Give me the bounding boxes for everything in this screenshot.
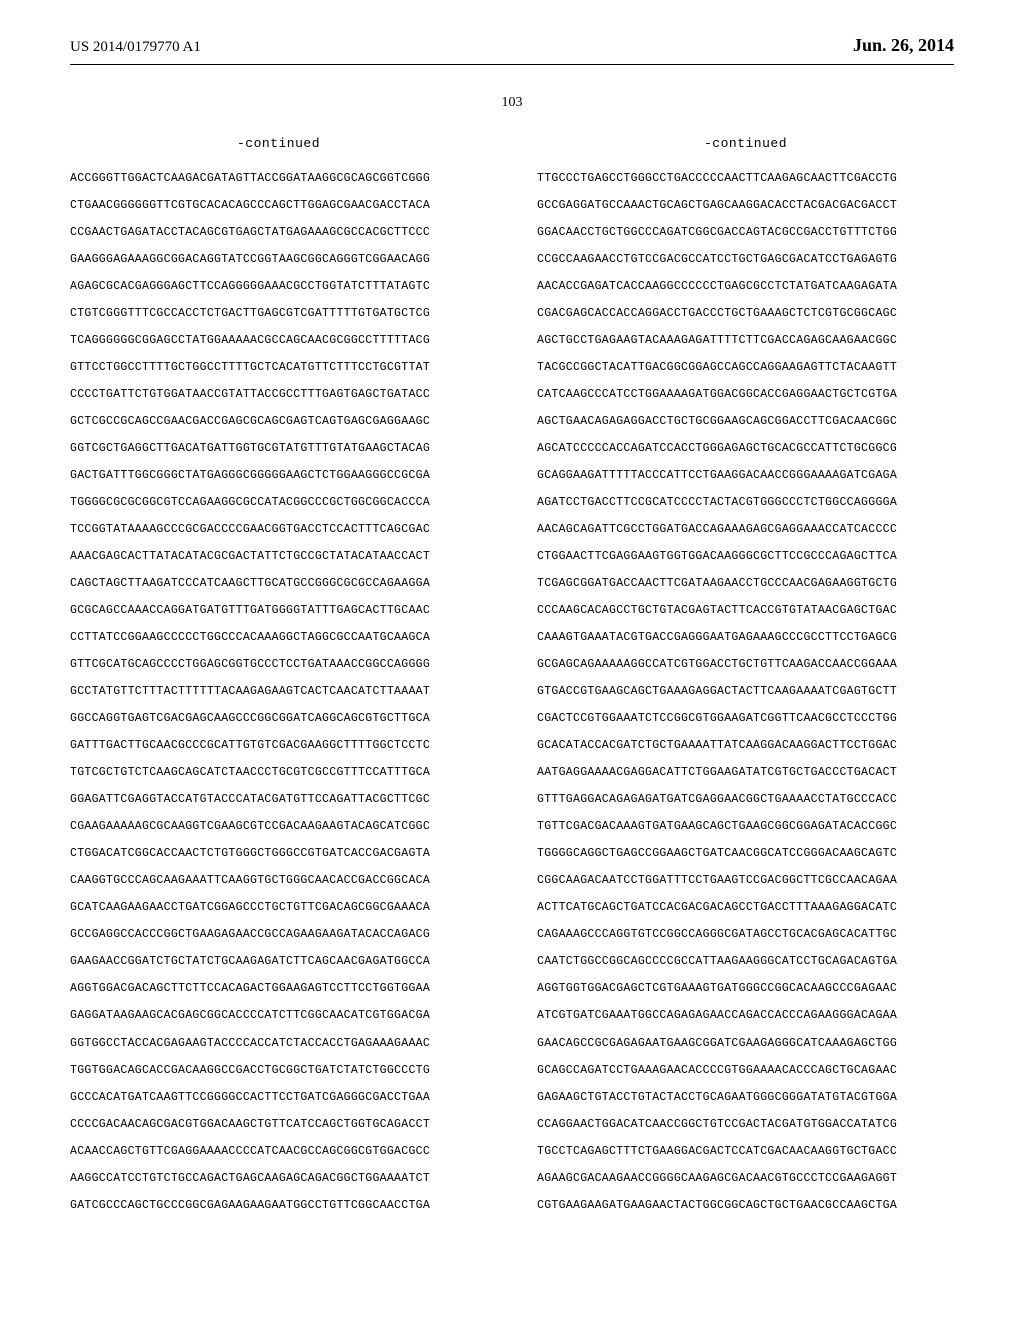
sequence-row: GCCTATGTTCTTTACTTTTTTACAAGAGAAGTCACTCAAC… bbox=[70, 678, 487, 705]
sequence-row: ACAACCAGCTGTTCGAGGAAAACCCCATCAACGCCAGCGG… bbox=[70, 1138, 487, 1165]
header-rule bbox=[70, 64, 954, 65]
sequence-row: TTGCCCTGAGCCTGGGCCTGACCCCCAACTTCAAGAGCAA… bbox=[537, 165, 954, 192]
sequence-row: GGTGGCCTACCACGAGAAGTACCCCACCATCTACCACCTG… bbox=[70, 1030, 487, 1057]
sequence-row: CCGCCAAGAACCTGTCCGACGCCATCCTGCTGAGCGACAT… bbox=[537, 246, 954, 273]
sequence-row: GCGCAGCCAAACCAGGATGATGTTTGATGGGGTATTTGAG… bbox=[70, 597, 487, 624]
sequence-row: CGACGAGCACCACCAGGACCTGACCCTGCTGAAAGCTCTC… bbox=[537, 300, 954, 327]
sequence-row: GCCGAGGATGCCAAACTGCAGCTGAGCAAGGACACCTACG… bbox=[537, 192, 954, 219]
page-number: 103 bbox=[70, 95, 954, 111]
sequence-row: GAGAAGCTGTACCTGTACTACCTGCAGAATGGGCGGGATA… bbox=[537, 1084, 954, 1111]
sequence-row: AAGGCCATCCTGTCTGCCAGACTGAGCAAGAGCAGACGGC… bbox=[70, 1165, 487, 1192]
sequence-row: CGAAGAAAAAGCGCAAGGTCGAAGCGTCCGACAAGAAGTA… bbox=[70, 813, 487, 840]
sequence-row: GCTCGCCGCAGCCGAACGACCGAGCGCAGCGAGTCAGTGA… bbox=[70, 408, 487, 435]
sequence-row: CTGGACATCGGCACCAACTCTGTGGGCTGGGCCGTGATCA… bbox=[70, 840, 487, 867]
sequence-row: CTGTCGGGTTTCGCCACCTCTGACTTGAGCGTCGATTTTT… bbox=[70, 300, 487, 327]
sequence-row: AACACCGAGATCACCAAGGCCCCCCTGAGCGCCTCTATGA… bbox=[537, 273, 954, 300]
sequence-row: GTTCGCATGCAGCCCCTGGAGCGGTGCCCTCCTGATAAAC… bbox=[70, 651, 487, 678]
sequence-row: CAAGGTGCCCAGCAAGAAATTCAAGGTGCTGGGCAACACC… bbox=[70, 867, 487, 894]
sequence-row: GTTTGAGGACAGAGAGATGATCGAGGAACGGCTGAAAACC… bbox=[537, 786, 954, 813]
sequence-row: GAAGGGAGAAAGGCGGACAGGTATCCGGTAAGCGGCAGGG… bbox=[70, 246, 487, 273]
sequence-row: TGGGGCAGGCTGAGCCGGAAGCTGATCAACGGCATCCGGG… bbox=[537, 840, 954, 867]
sequence-row: CTGAACGGGGGGTTCGTGCACACAGCCCAGCTTGGAGCGA… bbox=[70, 192, 487, 219]
sequence-row: AGGTGGACGACAGCTTCTTCCACAGACTGGAAGAGTCCTT… bbox=[70, 975, 487, 1002]
continued-label-right: -continued bbox=[537, 136, 954, 151]
sequence-row: GGTCGCTGAGGCTTGACATGATTGGTGCGTATGTTTGTAT… bbox=[70, 435, 487, 462]
sequence-row: GAAGAACCGGATCTGCTATCTGCAAGAGATCTTCAGCAAC… bbox=[70, 948, 487, 975]
sequence-row: GCGAGCAGAAAAAGGCCATCGTGGACCTGCTGTTCAAGAC… bbox=[537, 651, 954, 678]
sequence-row: AGAAGCGACAAGAACCGGGGCAAGAGCGACAACGTGCCCT… bbox=[537, 1165, 954, 1192]
sequence-row: AGCTGCCTGAGAAGTACAAAGAGATTTTCTTCGACCAGAG… bbox=[537, 327, 954, 354]
sequence-row: GTGACCGTGAAGCAGCTGAAAGAGGACTACTTCAAGAAAA… bbox=[537, 678, 954, 705]
sequence-row: GAGGATAAGAAGCACGAGCGGCACCCCATCTTCGGCAACA… bbox=[70, 1002, 487, 1029]
sequence-row: CGTGAAGAAGATGAAGAACTACTGGCGGCAGCTGCTGAAC… bbox=[537, 1192, 954, 1219]
sequence-columns: -continued ACCGGGTTGGACTCAAGACGATAGTTACC… bbox=[70, 136, 954, 1219]
sequence-row: GATTTGACTTGCAACGCCCGCATTGTGTCGACGAAGGCTT… bbox=[70, 732, 487, 759]
sequence-row: AGATCCTGACCTTCCGCATCCCCTACTACGTGGGCCCTCT… bbox=[537, 489, 954, 516]
sequence-row: AGGTGGTGGACGAGCTCGTGAAAGTGATGGGCCGGCACAA… bbox=[537, 975, 954, 1002]
sequence-row: CCCCTGATTCTGTGGATAACCGTATTACCGCCTTTGAGTG… bbox=[70, 381, 487, 408]
sequence-row: AATGAGGAAAACGAGGACATTCTGGAAGATATCGTGCTGA… bbox=[537, 759, 954, 786]
sequence-row: CTGGAACTTCGAGGAAGTGGTGGACAAGGGCGCTTCCGCC… bbox=[537, 543, 954, 570]
sequence-row: CAATCTGGCCGGCAGCCCCGCCATTAAGAAGGGCATCCTG… bbox=[537, 948, 954, 975]
sequence-row: GCACATACCACGATCTGCTGAAAATTATCAAGGACAAGGA… bbox=[537, 732, 954, 759]
patent-number: US 2014/0179770 A1 bbox=[70, 39, 201, 56]
sequence-row: GACTGATTTGGCGGGCTATGAGGGCGGGGGAAGCTCTGGA… bbox=[70, 462, 487, 489]
sequence-row: AGAGCGCACGAGGGAGCTTCCAGGGGGAAACGCCTGGTAT… bbox=[70, 273, 487, 300]
sequence-row: CCCCGACAACAGCGACGTGGACAAGCTGTTCATCCAGCTG… bbox=[70, 1111, 487, 1138]
sequence-row: GCCGAGGCCACCCGGCTGAAGAGAACCGCCAGAAGAAGAT… bbox=[70, 921, 487, 948]
sequence-row: TCCGGTATAAAAGCCCGCGACCCCGAACGGTGACCTCCAC… bbox=[70, 516, 487, 543]
sequence-row: CATCAAGCCCATCCTGGAAAAGATGGACGGCACCGAGGAA… bbox=[537, 381, 954, 408]
sequence-row: GAACAGCCGCGAGAGAATGAAGCGGATCGAAGAGGGCATC… bbox=[537, 1030, 954, 1057]
sequence-row: ACTTCATGCAGCTGATCCACGACGACAGCCTGACCTTTAA… bbox=[537, 894, 954, 921]
sequence-row: GGACAACCTGCTGGCCCAGATCGGCGACCAGTACGCCGAC… bbox=[537, 219, 954, 246]
sequence-row: ATCGTGATCGAAATGGCCAGAGAGAACCAGACCACCCAGA… bbox=[537, 1002, 954, 1029]
sequence-row: GTTCCTGGCCTTTTGCTGGCCTTTTGCTCACATGTTCTTT… bbox=[70, 354, 487, 381]
sequence-row: CCTTATCCGGAAGCCCCCTGGCCCACAAAGGCTAGGCGCC… bbox=[70, 624, 487, 651]
sequence-row: GCATCAAGAAGAACCTGATCGGAGCCCTGCTGTTCGACAG… bbox=[70, 894, 487, 921]
patent-date: Jun. 26, 2014 bbox=[853, 35, 954, 56]
sequence-row: CGACTCCGTGGAAATCTCCGGCGTGGAAGATCGGTTCAAC… bbox=[537, 705, 954, 732]
sequence-row: AGCATCCCCCACCAGATCCACCTGGGAGAGCTGCACGCCA… bbox=[537, 435, 954, 462]
sequence-row: TGCCTCAGAGCTTTCTGAAGGACGACTCCATCGACAACAA… bbox=[537, 1138, 954, 1165]
sequence-row: CAAAGTGAAATACGTGACCGAGGGAATGAGAAAGCCCGCC… bbox=[537, 624, 954, 651]
sequence-row: CGGCAAGACAATCCTGGATTTCCTGAAGTCCGACGGCTTC… bbox=[537, 867, 954, 894]
sequence-row: TGTCGCTGTCTCAAGCAGCATCTAACCCTGCGTCGCCGTT… bbox=[70, 759, 487, 786]
sequence-row: CAGAAAGCCCAGGTGTCCGGCCAGGGCGATAGCCTGCACG… bbox=[537, 921, 954, 948]
sequence-row: AAACGAGCACTTATACATACGCGACTATTCTGCCGCTATA… bbox=[70, 543, 487, 570]
sequence-row: TGGTGGACAGCACCGACAAGGCCGACCTGCGGCTGATCTA… bbox=[70, 1057, 487, 1084]
sequence-row: CCGAACTGAGATACCTACAGCGTGAGCTATGAGAAAGCGC… bbox=[70, 219, 487, 246]
sequence-row: AGCTGAACAGAGAGGACCTGCTGCGGAAGCAGCGGACCTT… bbox=[537, 408, 954, 435]
sequence-row: TCAGGGGGGCGGAGCCTATGGAAAAACGCCAGCAACGCGG… bbox=[70, 327, 487, 354]
sequence-row: TGTTCGACGACAAAGTGATGAAGCAGCTGAAGCGGCGGAG… bbox=[537, 813, 954, 840]
sequence-row: GATCGCCCAGCTGCCCGGCGAGAAGAAGAATGGCCTGTTC… bbox=[70, 1192, 487, 1219]
right-column: -continued TTGCCCTGAGCCTGGGCCTGACCCCCAAC… bbox=[537, 136, 954, 1219]
sequence-row: GGCCAGGTGAGTCGACGAGCAAGCCCGGCGGATCAGGCAG… bbox=[70, 705, 487, 732]
sequence-row: AACAGCAGATTCGCCTGGATGACCAGAAAGAGCGAGGAAA… bbox=[537, 516, 954, 543]
sequence-row: CAGCTAGCTTAAGATCCCATCAAGCTTGCATGCCGGGCGC… bbox=[70, 570, 487, 597]
sequence-row: TACGCCGGCTACATTGACGGCGGAGCCAGCCAGGAAGAGT… bbox=[537, 354, 954, 381]
sequence-row: GCCCACATGATCAAGTTCCGGGGCCACTTCCTGATCGAGG… bbox=[70, 1084, 487, 1111]
sequence-row: TCGAGCGGATGACCAACTTCGATAAGAACCTGCCCAACGA… bbox=[537, 570, 954, 597]
sequence-row: GGAGATTCGAGGTACCATGTACCCATACGATGTTCCAGAT… bbox=[70, 786, 487, 813]
sequence-row: ACCGGGTTGGACTCAAGACGATAGTTACCGGATAAGGCGC… bbox=[70, 165, 487, 192]
sequence-row: GCAGCCAGATCCTGAAAGAACACCCCGTGGAAAACACCCA… bbox=[537, 1057, 954, 1084]
sequence-row: GCAGGAAGATTTTTACCCATTCCTGAAGGACAACCGGGAA… bbox=[537, 462, 954, 489]
left-column: -continued ACCGGGTTGGACTCAAGACGATAGTTACC… bbox=[70, 136, 487, 1219]
sequence-row: CCAGGAACTGGACATCAACCGGCTGTCCGACTACGATGTG… bbox=[537, 1111, 954, 1138]
sequence-row: TGGGGCGCGCGGCGTCCAGAAGGCGCCATACGGCCCGCTG… bbox=[70, 489, 487, 516]
sequence-row: CCCAAGCACAGCCTGCTGTACGAGTACTTCACCGTGTATA… bbox=[537, 597, 954, 624]
continued-label-left: -continued bbox=[70, 136, 487, 151]
